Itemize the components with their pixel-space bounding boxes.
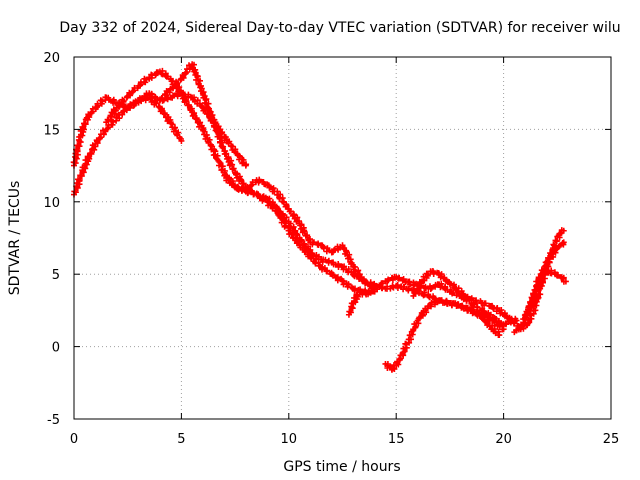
- y-tick-label: 20: [43, 51, 60, 66]
- x-tick-label: 10: [281, 432, 298, 447]
- y-tick-labels: -5 0 5 10 15 20: [43, 51, 60, 428]
- grid: [74, 57, 611, 419]
- x-axis-label: GPS time / hours: [283, 459, 400, 475]
- x-tick-label: 5: [177, 432, 185, 447]
- series-layer: [70, 61, 569, 373]
- y-axis-label: SDTVAR / TECUs: [7, 181, 23, 296]
- y-tick-label: 15: [43, 123, 60, 138]
- x-tick-label: 20: [495, 432, 512, 447]
- y-tick-label: -5: [47, 413, 60, 428]
- x-tick-label: 25: [603, 432, 620, 447]
- data-series: [410, 268, 520, 324]
- series-markers: [71, 94, 184, 196]
- x-tick-label: 0: [70, 432, 78, 447]
- plot-frame: [73, 56, 612, 420]
- y-tick-label: 5: [52, 268, 60, 283]
- chart-title: Day 332 of 2024, Sidereal Day-to-day VTE…: [59, 20, 620, 36]
- data-series: [345, 273, 507, 328]
- series-markers: [411, 268, 519, 324]
- ticks: [73, 56, 612, 420]
- series-markers: [384, 297, 502, 373]
- data-series: [382, 297, 503, 373]
- x-tick-labels: 0 5 10 15 20 25: [70, 432, 619, 447]
- x-tick-label: 15: [388, 432, 405, 447]
- series-markers: [223, 173, 378, 292]
- y-tick-label: 10: [43, 196, 60, 211]
- data-series: [522, 239, 567, 321]
- y-tick-label: 0: [52, 341, 60, 356]
- series-markers: [522, 240, 567, 319]
